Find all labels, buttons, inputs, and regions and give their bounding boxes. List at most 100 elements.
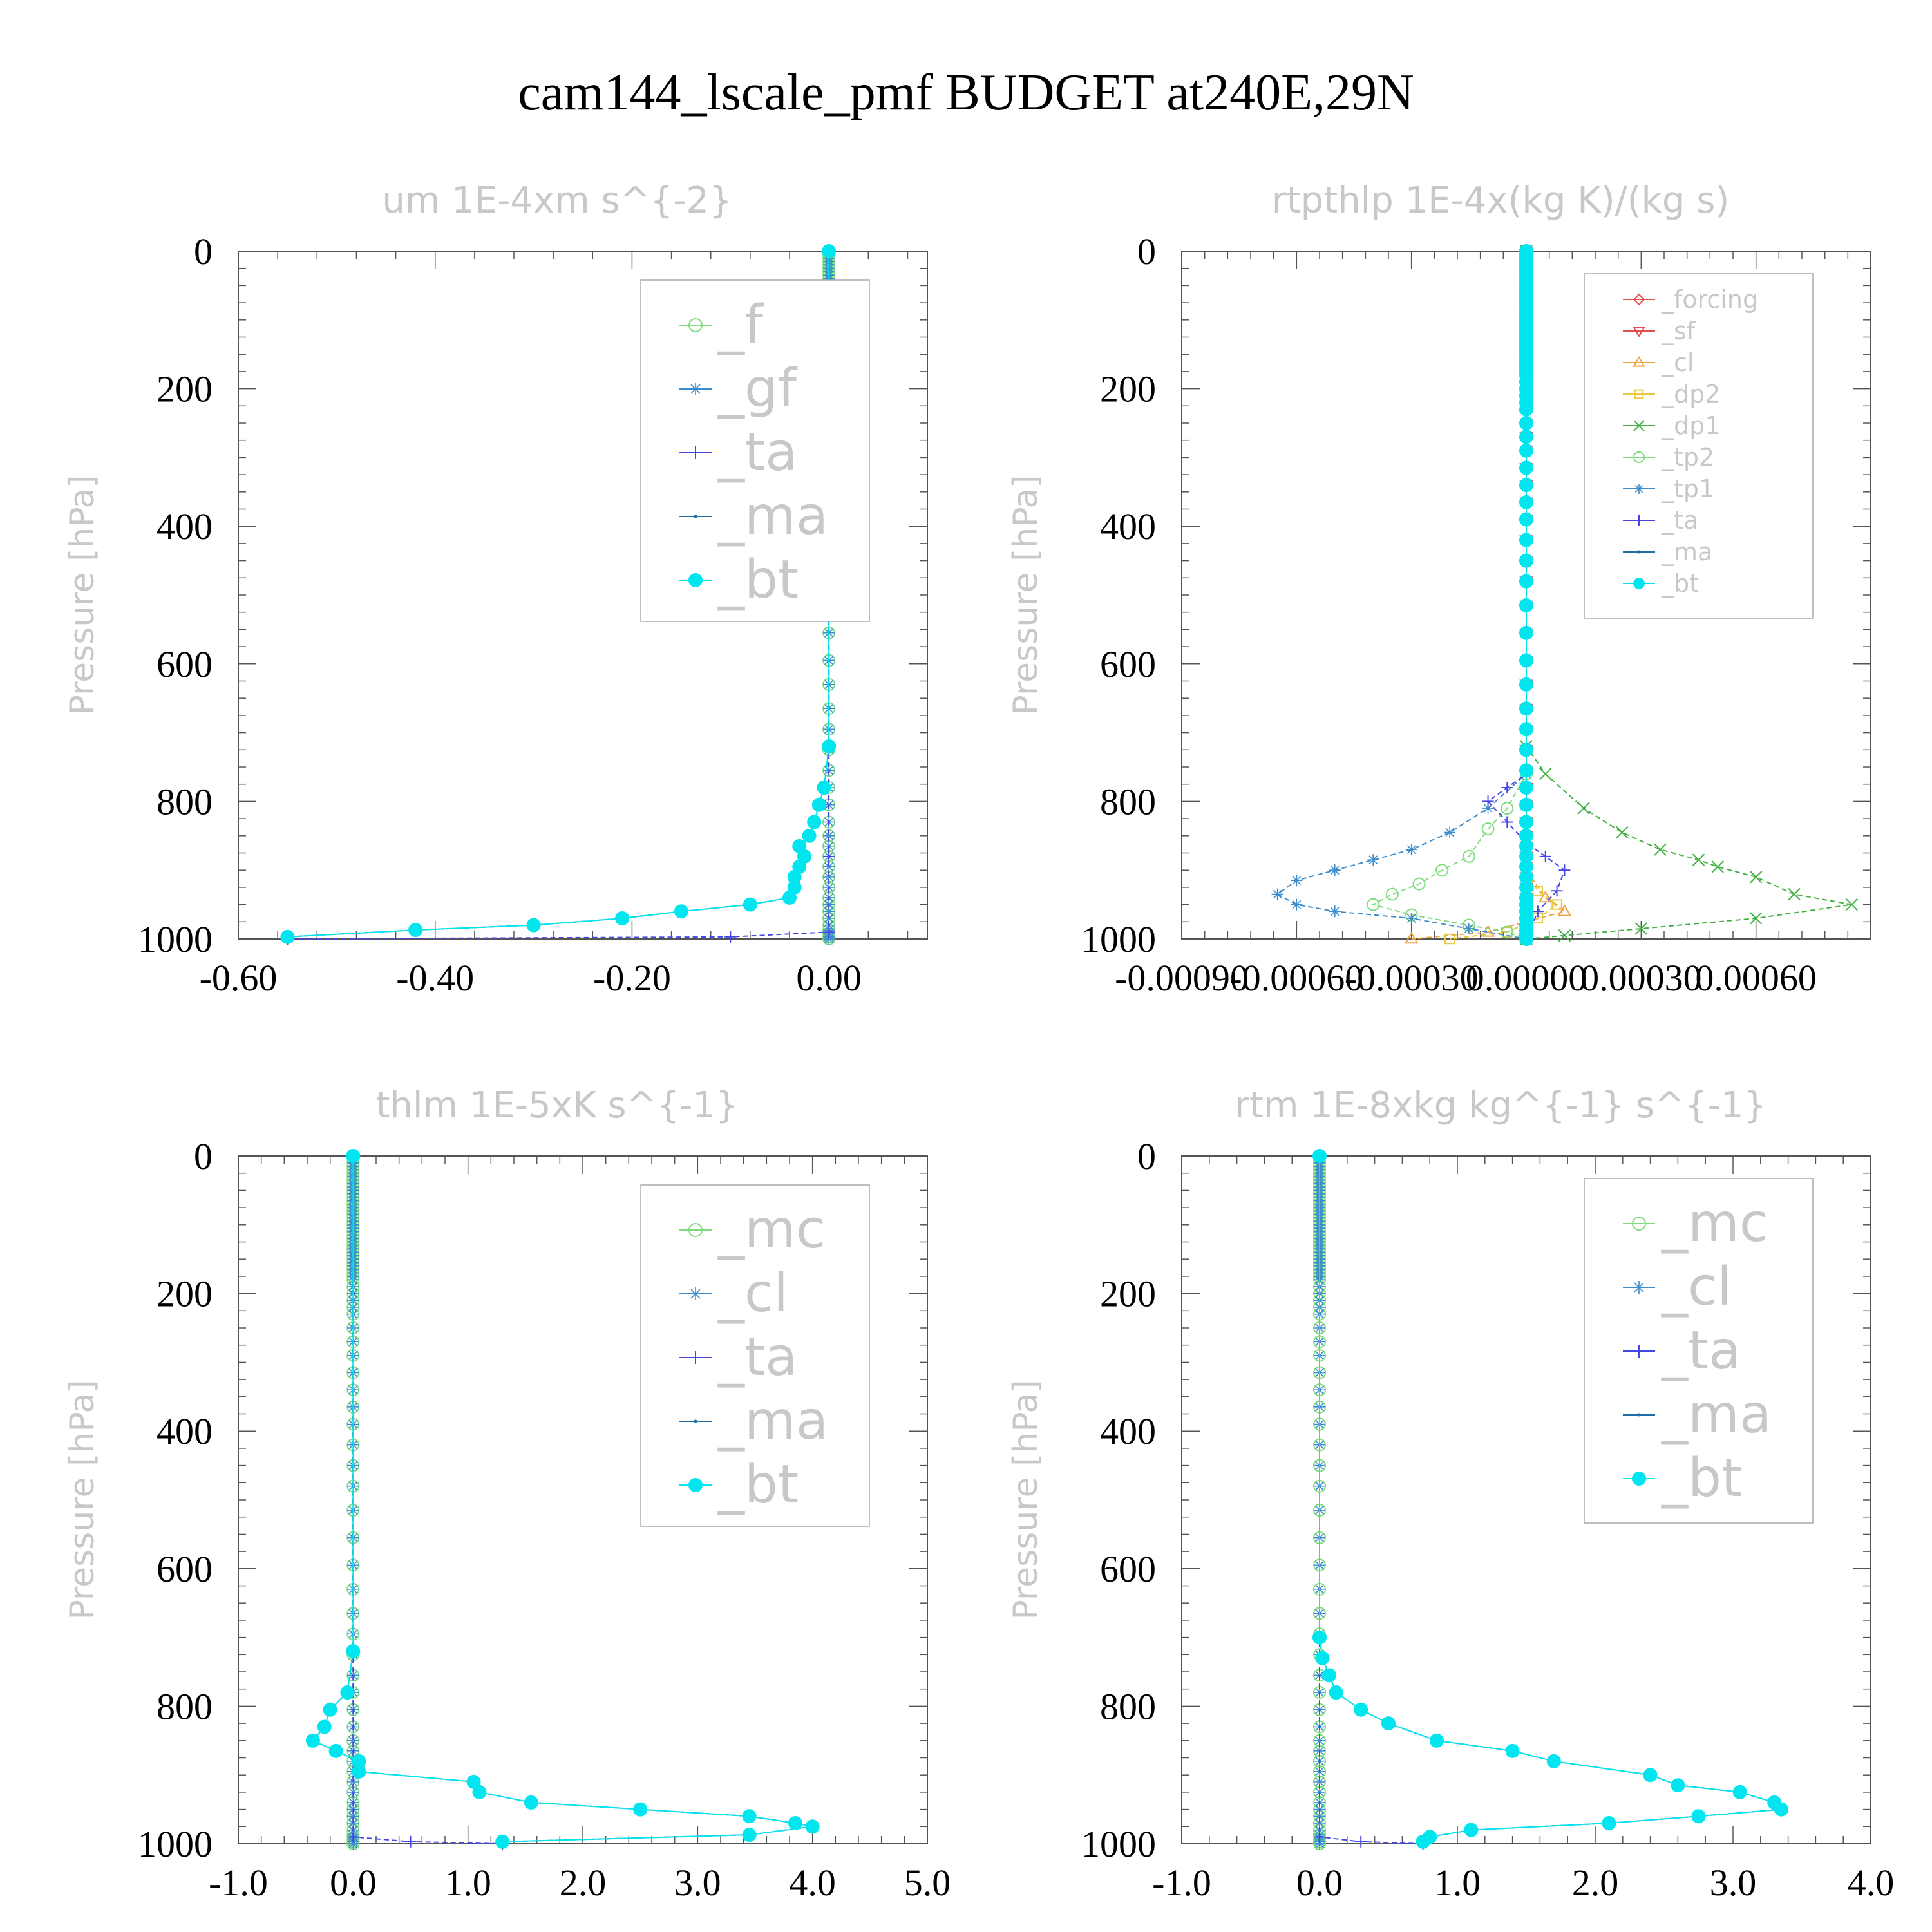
series-point-bt: [742, 1809, 757, 1824]
series-point-bt: [674, 904, 688, 919]
series-point-bt: [615, 911, 630, 925]
legend-marker-dp1: [1633, 420, 1645, 431]
series-point-bt: [305, 1733, 320, 1748]
series-point-tp1: [1444, 826, 1456, 838]
legend-box: [1584, 273, 1814, 619]
y-axis-label: Pressure [hPa]: [63, 1380, 102, 1620]
series-point-bt: [1546, 1754, 1561, 1768]
series-point-bt: [802, 828, 817, 843]
series-point-tp1: [1482, 802, 1494, 815]
series-point-bt: [805, 1819, 820, 1834]
x-tick-label: 1.0: [444, 1862, 491, 1904]
panel-3: thlm 1E-5xK s^{-1} Pressure [hPa] 0 200 400 6…: [63, 1084, 951, 1904]
series-point-bt: [526, 918, 541, 933]
series-point-bt: [1519, 598, 1533, 613]
series-point-cl: [1314, 1776, 1325, 1788]
x-tick-label: 3.0: [1710, 1862, 1757, 1904]
panel-2: rtpthlp 1E-4x(kg K)/(kg s) Pressure [hPa]…: [1007, 180, 1871, 999]
x-tick-label: 0.0: [330, 1862, 377, 1904]
series-layer: [1312, 1149, 1788, 1850]
legend-label-ma: _ma: [717, 1390, 828, 1452]
legend-marker-bt: [688, 1478, 703, 1492]
y-axis-label: Pressure [hPa]: [1007, 1380, 1045, 1620]
x-tick-label: -0.40: [396, 957, 474, 999]
x-tick-label: 1.0: [1434, 1862, 1481, 1904]
y-tick-label: 0: [194, 1135, 213, 1177]
legend-marker-sf: [1633, 327, 1645, 337]
y-tick-label: 400: [1100, 506, 1156, 547]
series-point-dp1: [1558, 929, 1571, 942]
series-point-tp2: [1435, 864, 1449, 877]
series-point-bt: [1519, 512, 1533, 527]
legend-box: [640, 279, 870, 622]
x-tick-label: 4.0: [789, 1862, 836, 1904]
series-point-bt: [280, 929, 295, 944]
x-tick-label: -0.20: [593, 957, 671, 999]
y-tick-label: 600: [156, 643, 213, 685]
series-point-bt: [1732, 1785, 1747, 1799]
series-point-dp1: [1692, 853, 1705, 866]
legend-label-bt: _bt: [1661, 1448, 1742, 1509]
series-point-ta: [1531, 905, 1544, 918]
series-point-bt: [1519, 443, 1533, 458]
series-point-bt: [1464, 1823, 1479, 1837]
legend-label-bt: _bt: [1661, 569, 1699, 598]
series-point-bt: [1643, 1768, 1658, 1783]
y-tick-label: 1000: [138, 918, 213, 960]
y-tick-label: 400: [156, 506, 213, 547]
series-point-cl: [1314, 1817, 1325, 1829]
legend-marker-ma: [1637, 1413, 1641, 1417]
legend-label-cl: _cl: [1661, 1256, 1732, 1318]
series-point-bt: [822, 739, 837, 753]
series-point-bt: [633, 1802, 648, 1817]
series-point-dp2: [1532, 886, 1544, 896]
series-point-bt: [1519, 625, 1533, 640]
series-point-dp1: [1539, 767, 1552, 781]
series-point-ta: [347, 1831, 359, 1843]
series-point-gf: [823, 881, 835, 893]
y-tick-label: 800: [156, 1685, 213, 1727]
series-point-ta: [1558, 864, 1571, 876]
y-tick-label: 600: [156, 1548, 213, 1590]
panels: um 1E-4xm s^{-2} Pressure [hPa] 0 200 400 600…: [63, 180, 1894, 1904]
series-point-dp1: [1654, 843, 1667, 856]
y-tick-label: 200: [156, 368, 213, 410]
series-point-bt: [472, 1785, 487, 1799]
series-point-cl: [347, 1776, 359, 1788]
series-point-tp1: [1329, 864, 1341, 876]
series-point-cl: [347, 1817, 359, 1829]
series-line-ta: [1487, 251, 1566, 940]
x-tick-label: -1.0: [209, 1862, 268, 1904]
x-tick-label: 0.0: [1296, 1862, 1343, 1904]
series-point-cl: [347, 1810, 359, 1823]
series-point-bt: [1671, 1778, 1685, 1793]
series-point-bt: [742, 1828, 757, 1842]
series-point-ta: [1482, 795, 1494, 808]
legend-label-cl: _cl: [717, 1263, 788, 1324]
series-line-ta: [1319, 1156, 1423, 1844]
series-point-bt: [1519, 797, 1533, 812]
series-layer: [1271, 244, 1858, 946]
legend-label-ta: _ta: [717, 422, 797, 483]
legend-box: [640, 1184, 870, 1527]
series-point-bt: [1381, 1716, 1396, 1731]
legend-label-tp2: _tp2: [1661, 443, 1714, 471]
series-point-ta: [1501, 816, 1513, 828]
legend-label-ta: _ta: [1661, 1320, 1741, 1381]
series-line-dp1: [1526, 251, 1852, 940]
legend-label-mc: _mc: [717, 1199, 825, 1260]
series-point-tp2: [1501, 925, 1514, 939]
series-point-cl: [1314, 1838, 1325, 1850]
series-point-bt: [340, 1685, 355, 1700]
legend-marker-ta: [1633, 1345, 1645, 1358]
series-point-bt: [1329, 1685, 1343, 1700]
series-point-ta: [1551, 885, 1563, 897]
y-tick-label: 800: [1100, 781, 1156, 822]
legend-marker-ta: [689, 446, 702, 459]
x-tick-label: 5.0: [904, 1862, 951, 1904]
legend: _mc_cl_ta_ma_bt: [640, 1184, 870, 1527]
series-point-bt: [1691, 1809, 1706, 1824]
y-tick-label: 1000: [138, 1823, 213, 1865]
figure-title: cam144_lscale_pmf BUDGET at240E,29N: [518, 64, 1414, 121]
